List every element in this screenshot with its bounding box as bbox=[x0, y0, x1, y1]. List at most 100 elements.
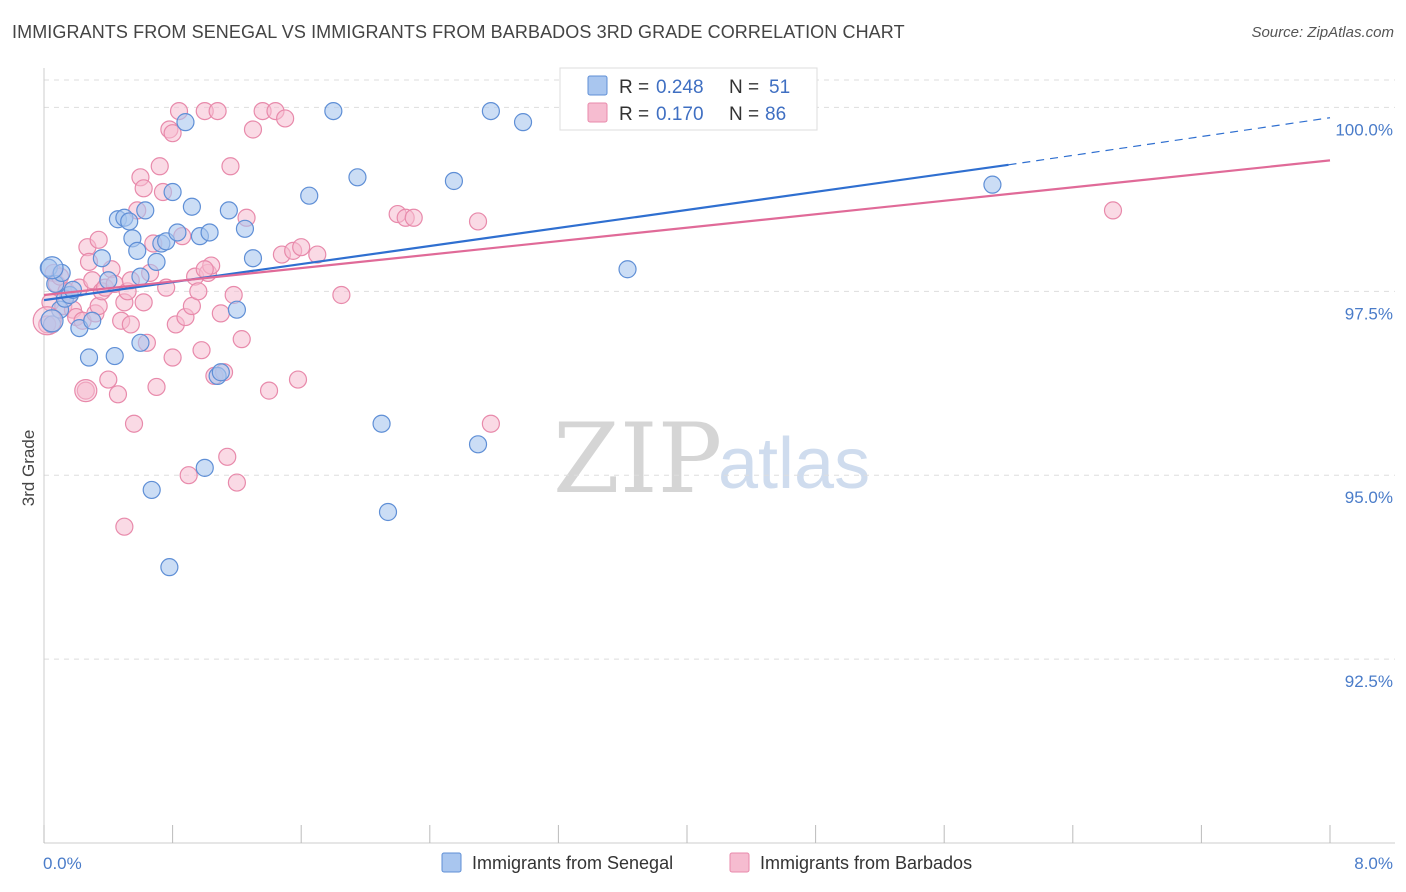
barbados-point bbox=[468, 212, 488, 231]
bottom-legend-senegal-swatch bbox=[441, 852, 462, 873]
senegal-cluster-point bbox=[40, 309, 64, 333]
senegal-point bbox=[131, 333, 150, 352]
axis-layer: 92.5% 95.0% 97.5% 100.0% bbox=[43, 68, 1395, 844]
senegal-point bbox=[168, 223, 187, 242]
barbados-point bbox=[259, 381, 279, 400]
barbados-point bbox=[332, 285, 351, 305]
barbados-point bbox=[147, 377, 166, 397]
senegal-point bbox=[219, 201, 238, 220]
legend-barbados-n-value: 86 bbox=[765, 104, 786, 125]
series-legend: Immigrants from Senegal Immigrants from … bbox=[441, 852, 972, 873]
trend-layer bbox=[43, 117, 1331, 302]
legend-senegal-r-label: R = bbox=[619, 77, 649, 98]
senegal-point bbox=[200, 223, 219, 242]
barbados-point bbox=[292, 238, 311, 257]
x-tick-label-max: 8.0% bbox=[1354, 854, 1393, 873]
y-axis-label: 3rd Grade bbox=[19, 430, 38, 507]
legend-senegal-swatch bbox=[587, 75, 608, 96]
senegal-point bbox=[182, 197, 201, 216]
source-label: Source: ZipAtlas.com bbox=[1251, 24, 1394, 41]
senegal-point bbox=[136, 201, 155, 220]
y-tick-label: 95.0% bbox=[1345, 488, 1393, 507]
senegal-point bbox=[147, 252, 166, 271]
senegal-point bbox=[468, 435, 488, 454]
points-layer bbox=[32, 102, 1123, 577]
senegal-point bbox=[163, 182, 182, 202]
barbados-trend-line bbox=[43, 159, 1331, 297]
senegal-point bbox=[63, 280, 83, 299]
senegal-point bbox=[160, 558, 179, 577]
senegal-point bbox=[983, 175, 1002, 194]
x-tick-label-min: 0.0% bbox=[43, 854, 82, 873]
senegal-point bbox=[324, 102, 343, 121]
barbados-point bbox=[115, 517, 134, 536]
senegal-point bbox=[99, 271, 118, 290]
senegal-point bbox=[481, 102, 500, 121]
senegal-point bbox=[618, 260, 637, 279]
senegal-point bbox=[243, 249, 263, 268]
bottom-legend-barbados-label: Immigrants from Barbados bbox=[760, 853, 972, 873]
barbados-point bbox=[218, 447, 237, 466]
barbados-point bbox=[243, 120, 263, 139]
y-tick-label: 100.0% bbox=[1335, 120, 1393, 139]
senegal-point bbox=[131, 267, 150, 286]
barbados-point bbox=[404, 208, 423, 227]
barbados-point bbox=[179, 466, 198, 485]
barbados-point bbox=[276, 109, 295, 128]
senegal-point bbox=[92, 249, 111, 268]
bottom-legend-senegal-label: Immigrants from Senegal bbox=[472, 853, 673, 873]
senegal-point bbox=[378, 502, 398, 522]
chart-title: IMMIGRANTS FROM SENEGAL VS IMMIGRANTS FR… bbox=[12, 22, 905, 42]
senegal-point bbox=[444, 171, 464, 191]
barbados-point bbox=[134, 179, 153, 198]
barbados-point bbox=[211, 304, 230, 323]
senegal-point bbox=[120, 212, 139, 231]
senegal-point bbox=[83, 311, 102, 330]
barbados-point bbox=[1103, 201, 1123, 220]
legend-senegal-n-value: 51 bbox=[769, 77, 790, 98]
watermark-zip: ZIP bbox=[553, 403, 722, 515]
barbados-point bbox=[99, 370, 118, 389]
y-tick-label: 97.5% bbox=[1345, 304, 1393, 323]
legend-barbados-r-label: R = bbox=[619, 104, 649, 125]
senegal-point bbox=[300, 186, 319, 205]
barbados-point bbox=[189, 282, 208, 301]
senegal-point bbox=[513, 113, 533, 132]
senegal-point bbox=[142, 480, 161, 500]
barbados-point bbox=[288, 370, 308, 389]
senegal-trend-extension bbox=[1008, 117, 1331, 166]
barbados-point bbox=[124, 414, 144, 433]
barbados-point bbox=[163, 348, 182, 367]
senegal-point bbox=[227, 300, 246, 319]
senegal-point bbox=[105, 346, 124, 366]
legend-senegal-r-value: 0.248 bbox=[656, 77, 704, 98]
y-tick-label: 92.5% bbox=[1345, 672, 1393, 691]
barbados-point bbox=[224, 285, 243, 305]
barbados-point bbox=[227, 473, 246, 492]
watermark-atlas: atlas bbox=[718, 424, 870, 504]
barbados-point bbox=[163, 124, 182, 143]
barbados-point bbox=[195, 260, 214, 279]
senegal-point bbox=[79, 348, 99, 367]
barbados-point bbox=[150, 157, 169, 176]
senegal-point bbox=[348, 168, 367, 187]
senegal-point bbox=[195, 458, 214, 477]
senegal-point bbox=[372, 414, 391, 433]
grid-layer bbox=[44, 79, 1395, 660]
barbados-point bbox=[134, 293, 153, 312]
senegal-point bbox=[128, 241, 147, 260]
barbados-point bbox=[89, 230, 108, 249]
stats-legend: R = 0.248 N = 51 R = 0.170 N = 86 bbox=[559, 67, 818, 131]
barbados-point bbox=[121, 315, 140, 334]
senegal-point bbox=[211, 363, 230, 382]
barbados-cluster-point bbox=[74, 379, 98, 403]
barbados-point bbox=[192, 341, 211, 360]
barbados-point bbox=[308, 245, 327, 264]
legend-senegal-n-label: N = bbox=[729, 77, 759, 98]
legend-barbados-r-value: 0.170 bbox=[656, 104, 704, 125]
senegal-cluster-point bbox=[40, 256, 64, 280]
barbados-point bbox=[108, 385, 128, 404]
senegal-point bbox=[176, 113, 195, 132]
legend-barbados-n-label: N = bbox=[729, 104, 759, 125]
